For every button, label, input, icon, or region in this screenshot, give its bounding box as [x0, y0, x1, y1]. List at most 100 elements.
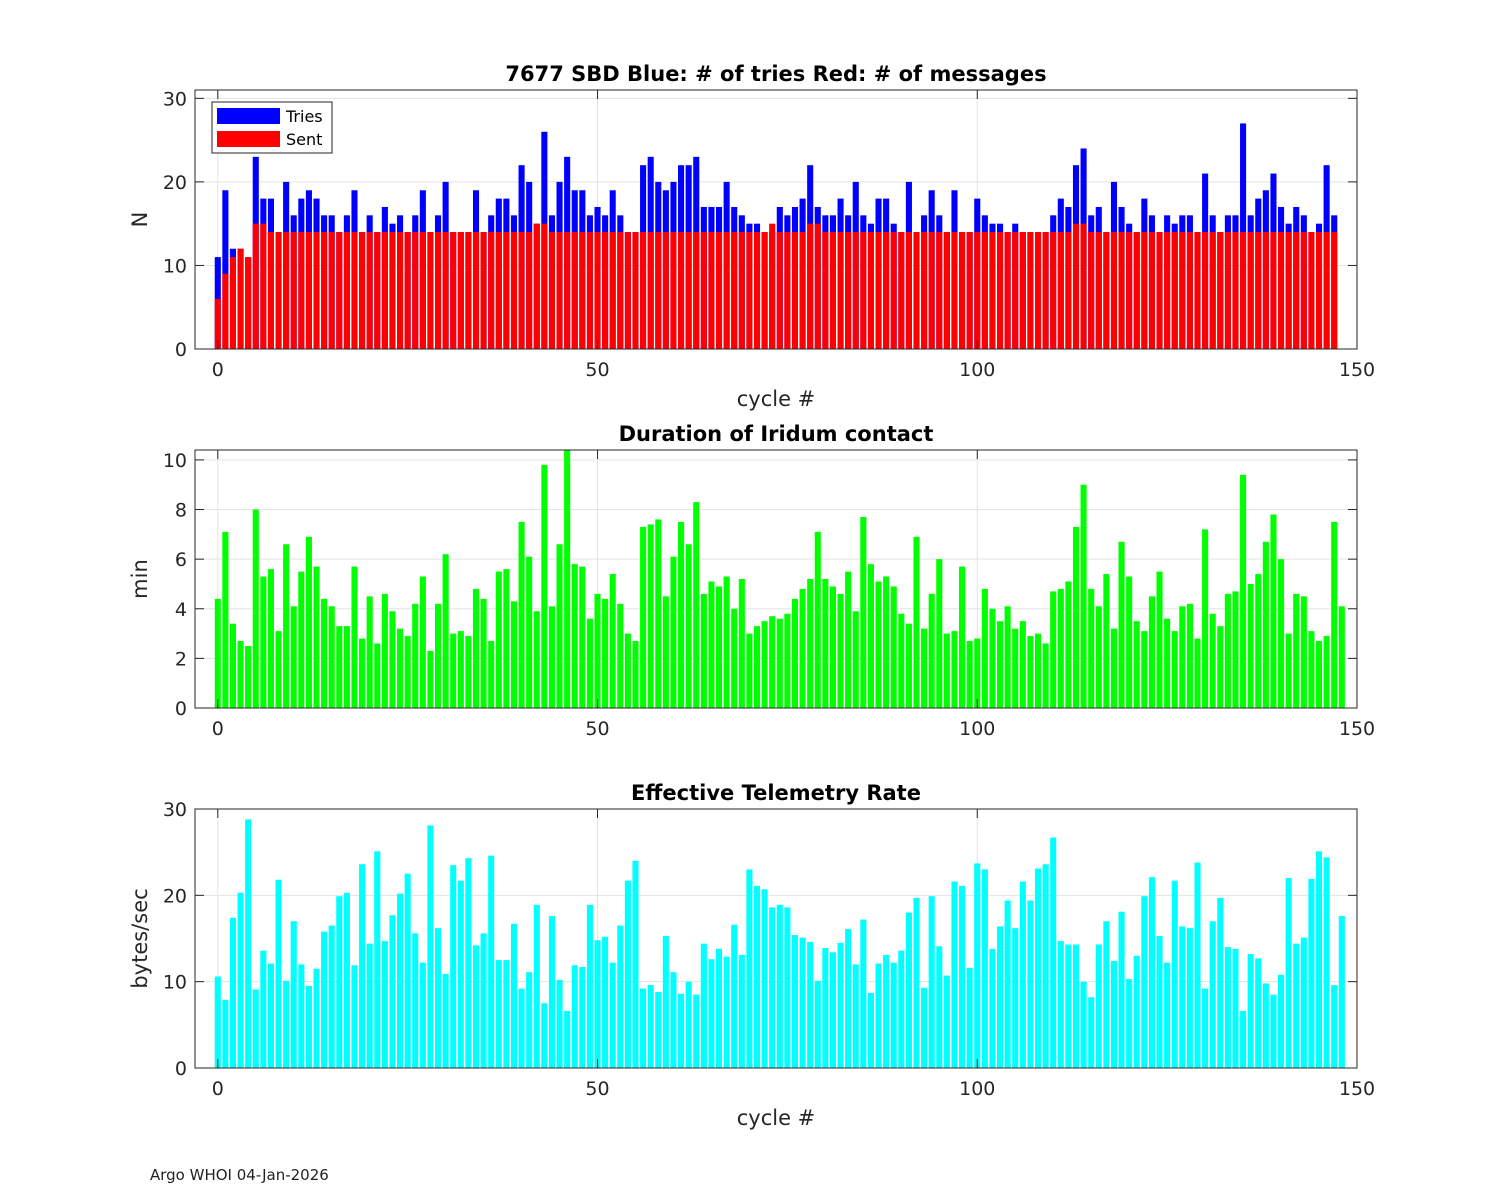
chart3-bar-rate-114 — [1080, 981, 1087, 1068]
chart2-bar-duration-105 — [1012, 628, 1019, 708]
chart1-bar-sent-140 — [1278, 232, 1285, 349]
chart3-bar-rate-30 — [442, 973, 449, 1068]
chart3-bar-rate-135 — [1240, 1011, 1247, 1068]
chart3-bar-rate-122 — [1141, 896, 1148, 1068]
chart3-bar-rate-77 — [799, 937, 806, 1068]
chart1-bar-sent-132 — [1217, 232, 1224, 349]
chart2-bar-duration-70 — [746, 633, 753, 708]
chart2-bar-duration-86 — [867, 564, 874, 708]
chart1-bar-sent-107 — [1027, 232, 1034, 349]
chart3-bar-rate-83 — [845, 929, 852, 1068]
chart3-bar-rate-34 — [472, 945, 480, 1068]
chart1-bar-sent-62 — [685, 232, 692, 349]
chart2-bar-duration-11 — [298, 571, 305, 708]
chart3-xtick-label-100: 100 — [959, 1078, 995, 1100]
chart3-bar-rate-107 — [1027, 900, 1034, 1068]
chart1-bar-sent-129 — [1194, 232, 1201, 349]
chart3-bar-rate-138 — [1262, 983, 1269, 1068]
chart1-bar-sent-91 — [905, 232, 912, 349]
chart3-bar-rate-101 — [981, 869, 988, 1068]
chart1-bar-sent-130 — [1202, 232, 1209, 349]
chart2-bar-duration-97 — [951, 631, 958, 708]
chart1-bar-sent-64 — [700, 232, 707, 349]
chart3-bar-rate-85 — [860, 919, 867, 1068]
chart1-bar-sent-50 — [594, 232, 601, 349]
chart2-bar-duration-34 — [472, 588, 480, 708]
chart1-bar-sent-112 — [1065, 232, 1072, 349]
chart1-bar-sent-135 — [1240, 232, 1247, 349]
chart3-xtick-label-150: 150 — [1339, 1078, 1375, 1100]
chart3-bar-rate-38 — [503, 960, 510, 1068]
chart2-bar-duration-143 — [1300, 596, 1307, 708]
chart2-bar-duration-92 — [913, 536, 920, 708]
chart2-bar-duration-140 — [1278, 559, 1285, 708]
chart1-bar-sent-104 — [1004, 232, 1011, 349]
chart2-bar-duration-147 — [1331, 521, 1338, 708]
chart1-bar-sent-42 — [533, 223, 540, 349]
chart2-bar-duration-89 — [890, 586, 897, 708]
chart2-bar-duration-113 — [1072, 526, 1080, 708]
chart1-bar-sent-103 — [997, 232, 1004, 349]
chart2-bar-duration-7 — [267, 569, 274, 708]
chart3-bar-rate-3 — [237, 892, 244, 1068]
chart3-bar-rate-84 — [852, 964, 859, 1068]
chart1-bar-sent-87 — [875, 232, 882, 349]
chart2-bar-duration-42 — [533, 611, 540, 708]
chart2-ytick-label-8: 8 — [175, 500, 187, 522]
chart3-bar-rate-67 — [723, 956, 730, 1068]
chart1-ylabel: N — [128, 212, 152, 228]
chart1-bar-sent-90 — [898, 232, 905, 349]
chart1-legend-swatch-tries — [217, 108, 280, 124]
chart2-bar-duration-53 — [617, 603, 624, 708]
chart2-bar-duration-83 — [845, 571, 852, 708]
chart3-bar-rate-78 — [807, 941, 814, 1068]
chart3-bar-rate-31 — [450, 865, 457, 1068]
chart2-bar-duration-52 — [609, 574, 616, 708]
chart2-bar-duration-33 — [465, 636, 472, 708]
chart3-bar-rate-137 — [1255, 958, 1262, 1068]
chart1-bar-sent-68 — [731, 232, 738, 349]
chart2-bar-duration-54 — [624, 633, 631, 708]
chart1-bar-sent-114 — [1080, 223, 1087, 349]
chart3-bar-rate-105 — [1012, 928, 1019, 1068]
chart2-bar-duration-81 — [829, 586, 836, 708]
chart1-bar-sent-144 — [1308, 232, 1315, 349]
chart2-bar-duration-129 — [1194, 638, 1201, 708]
chart1-title: 7677 SBD Blue: # of tries Red: # of mess… — [505, 62, 1046, 86]
chart3-bar-rate-76 — [791, 935, 799, 1068]
chart3-bar-rate-87 — [875, 963, 882, 1068]
chart2-bar-duration-130 — [1202, 529, 1209, 708]
chart3-bar-rate-74 — [776, 904, 783, 1068]
chart1-bar-sent-2 — [229, 257, 237, 349]
chart1-plot-area — [195, 90, 1357, 349]
chart2-bar-duration-82 — [837, 593, 844, 708]
chart1-bar-sent-81 — [829, 232, 836, 349]
chart1-bar-sent-84 — [852, 232, 859, 349]
chart2-bar-duration-30 — [442, 554, 449, 708]
chart2-bar-duration-60 — [670, 556, 677, 708]
chart3-bar-rate-63 — [693, 994, 700, 1068]
chart1-bar-sent-19 — [359, 232, 366, 349]
chart3-bar-rate-60 — [670, 972, 677, 1068]
chart1-bar-sent-9 — [283, 232, 290, 349]
chart3-bar-rate-33 — [465, 858, 472, 1068]
chart1-bar-sent-108 — [1034, 232, 1042, 349]
chart2-bar-duration-19 — [359, 638, 366, 708]
chart1-bar-sent-58 — [655, 232, 662, 349]
chart2-bar-duration-26 — [412, 603, 419, 708]
chart3-title: Effective Telemetry Rate — [631, 781, 921, 805]
chart3-bar-rate-117 — [1103, 921, 1110, 1068]
chart2-bar-duration-31 — [450, 633, 457, 708]
chart2-xtick-label-150: 150 — [1339, 718, 1375, 740]
chart3-bar-rate-126 — [1171, 880, 1178, 1068]
chart3-bar-rate-8 — [275, 879, 282, 1068]
chart2-bar-duration-135 — [1240, 474, 1247, 708]
chart2-bar-duration-69 — [738, 579, 745, 708]
chart3-xtick-label-50: 50 — [585, 1078, 609, 1100]
chart3-bar-rate-111 — [1057, 941, 1064, 1068]
chart2-bar-duration-120 — [1126, 576, 1133, 708]
chart2-bar-duration-146 — [1323, 636, 1330, 708]
chart1-xtick-label-0: 0 — [212, 359, 224, 381]
chart1-ytick-label-20: 20 — [163, 172, 187, 194]
